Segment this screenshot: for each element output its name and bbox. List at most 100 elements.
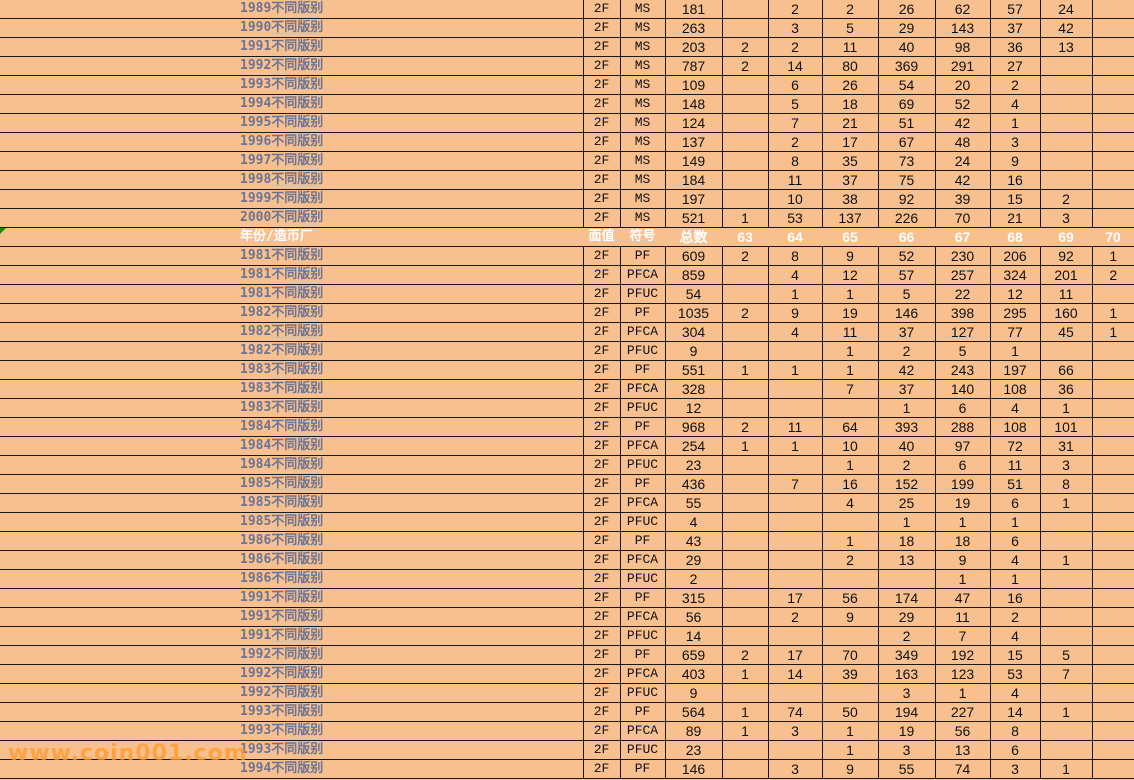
cell-total[interactable]: 197: [664, 189, 722, 209]
cell-grade-70[interactable]: [1091, 360, 1134, 380]
cell-grade-67[interactable]: 192: [934, 645, 990, 665]
cell-grade-66[interactable]: 37: [877, 322, 935, 342]
cell-grade-69[interactable]: [1039, 531, 1092, 551]
cell-grade-66[interactable]: 40: [877, 37, 935, 57]
cell-grade-66[interactable]: 69: [877, 94, 935, 114]
cell-grade-68[interactable]: 6: [989, 493, 1040, 513]
cell-grade-69[interactable]: [1039, 94, 1092, 114]
cell-grade-68[interactable]: 1: [989, 512, 1040, 532]
cell-grade-67[interactable]: 56: [934, 721, 990, 741]
cell-grade-68[interactable]: 4: [989, 683, 1040, 703]
cell-grade-68[interactable]: 4: [989, 94, 1040, 114]
cell-total[interactable]: 43: [664, 531, 722, 551]
cell-grade-66[interactable]: 29: [877, 18, 935, 38]
cell-denomination[interactable]: 2F: [582, 132, 620, 152]
cell-grade-symbol[interactable]: PFCA: [619, 322, 665, 342]
cell-grade-63[interactable]: 1: [721, 702, 768, 722]
cell-grade-70[interactable]: [1091, 417, 1134, 437]
cell-grade-66[interactable]: 75: [877, 170, 935, 190]
cell-grade-63[interactable]: 2: [721, 303, 768, 323]
cell-grade-65[interactable]: 7: [821, 379, 878, 399]
header-cell-grade-63[interactable]: 63: [722, 227, 768, 247]
cell-grade-70[interactable]: 2: [1091, 265, 1134, 285]
cell-grade-66[interactable]: 174: [877, 588, 935, 608]
cell-grade-70[interactable]: [1091, 189, 1134, 209]
cell-total[interactable]: 403: [664, 664, 722, 684]
cell-grade-65[interactable]: 38: [821, 189, 878, 209]
cell-grade-68[interactable]: 2: [989, 75, 1040, 95]
cell-grade-63[interactable]: [721, 189, 768, 209]
cell-grade-64[interactable]: 1: [767, 360, 822, 380]
cell-grade-64[interactable]: 14: [767, 56, 822, 76]
cell-total[interactable]: 609: [664, 246, 722, 266]
cell-grade-68[interactable]: 1: [989, 341, 1040, 361]
cell-grade-65[interactable]: 16: [821, 474, 878, 494]
cell-grade-66[interactable]: 1: [877, 512, 935, 532]
cell-grade-70[interactable]: [1091, 18, 1134, 38]
cell-grade-64[interactable]: 11: [767, 170, 822, 190]
cell-year-mint[interactable]: 1986不同版别: [0, 550, 583, 570]
cell-grade-66[interactable]: 37: [877, 379, 935, 399]
cell-year-mint[interactable]: 1995不同版别: [0, 113, 583, 133]
cell-year-mint[interactable]: 1985不同版别: [0, 512, 583, 532]
cell-grade-69[interactable]: 31: [1039, 436, 1092, 456]
cell-grade-69[interactable]: [1039, 740, 1092, 760]
cell-grade-65[interactable]: 17: [821, 132, 878, 152]
cell-total[interactable]: 23: [664, 455, 722, 475]
cell-grade-69[interactable]: [1039, 512, 1092, 532]
cell-denomination[interactable]: 2F: [582, 759, 620, 779]
cell-grade-70[interactable]: [1091, 512, 1134, 532]
cell-grade-69[interactable]: 36: [1039, 379, 1092, 399]
cell-grade-symbol[interactable]: PFUC: [619, 398, 665, 418]
cell-grade-63[interactable]: [721, 0, 768, 19]
cell-grade-symbol[interactable]: PF: [619, 246, 665, 266]
cell-grade-70[interactable]: [1091, 664, 1134, 684]
cell-grade-70[interactable]: 1: [1091, 303, 1134, 323]
cell-grade-67[interactable]: 6: [934, 398, 990, 418]
cell-grade-68[interactable]: 197: [989, 360, 1040, 380]
cell-total[interactable]: 23: [664, 740, 722, 760]
cell-year-mint[interactable]: 1994不同版别: [0, 94, 583, 114]
cell-year-mint[interactable]: 1982不同版别: [0, 341, 583, 361]
cell-grade-70[interactable]: [1091, 208, 1134, 228]
cell-grade-65[interactable]: 2: [821, 550, 878, 570]
cell-denomination[interactable]: 2F: [582, 512, 620, 532]
cell-grade-66[interactable]: 1: [877, 398, 935, 418]
cell-grade-64[interactable]: [767, 683, 822, 703]
cell-grade-68[interactable]: 4: [989, 550, 1040, 570]
cell-grade-64[interactable]: [767, 550, 822, 570]
cell-grade-66[interactable]: 73: [877, 151, 935, 171]
cell-grade-64[interactable]: 3: [767, 18, 822, 38]
cell-grade-66[interactable]: 52: [877, 246, 935, 266]
cell-denomination[interactable]: 2F: [582, 284, 620, 304]
cell-grade-64[interactable]: 14: [767, 664, 822, 684]
cell-grade-67[interactable]: 123: [934, 664, 990, 684]
cell-grade-70[interactable]: [1091, 626, 1134, 646]
cell-denomination[interactable]: 2F: [582, 436, 620, 456]
cell-grade-symbol[interactable]: PF: [619, 759, 665, 779]
cell-grade-symbol[interactable]: MS: [619, 94, 665, 114]
cell-grade-66[interactable]: 393: [877, 417, 935, 437]
cell-grade-68[interactable]: 16: [989, 588, 1040, 608]
cell-denomination[interactable]: 2F: [582, 189, 620, 209]
cell-grade-66[interactable]: 55: [877, 759, 935, 779]
cell-year-mint[interactable]: 1999不同版别: [0, 189, 583, 209]
cell-grade-63[interactable]: [721, 588, 768, 608]
cell-grade-63[interactable]: [721, 607, 768, 627]
cell-grade-66[interactable]: 25: [877, 493, 935, 513]
cell-denomination[interactable]: 2F: [582, 474, 620, 494]
cell-grade-65[interactable]: 18: [821, 94, 878, 114]
cell-total[interactable]: 12: [664, 398, 722, 418]
cell-grade-65[interactable]: 1: [821, 284, 878, 304]
cell-grade-66[interactable]: 67: [877, 132, 935, 152]
cell-grade-67[interactable]: 7: [934, 626, 990, 646]
cell-grade-66[interactable]: 349: [877, 645, 935, 665]
cell-grade-66[interactable]: 226: [877, 208, 935, 228]
cell-grade-68[interactable]: 4: [989, 398, 1040, 418]
cell-grade-70[interactable]: [1091, 721, 1134, 741]
cell-grade-70[interactable]: [1091, 341, 1134, 361]
cell-grade-66[interactable]: 51: [877, 113, 935, 133]
cell-total[interactable]: 551: [664, 360, 722, 380]
cell-grade-symbol[interactable]: MS: [619, 56, 665, 76]
cell-total[interactable]: 181: [664, 0, 722, 19]
